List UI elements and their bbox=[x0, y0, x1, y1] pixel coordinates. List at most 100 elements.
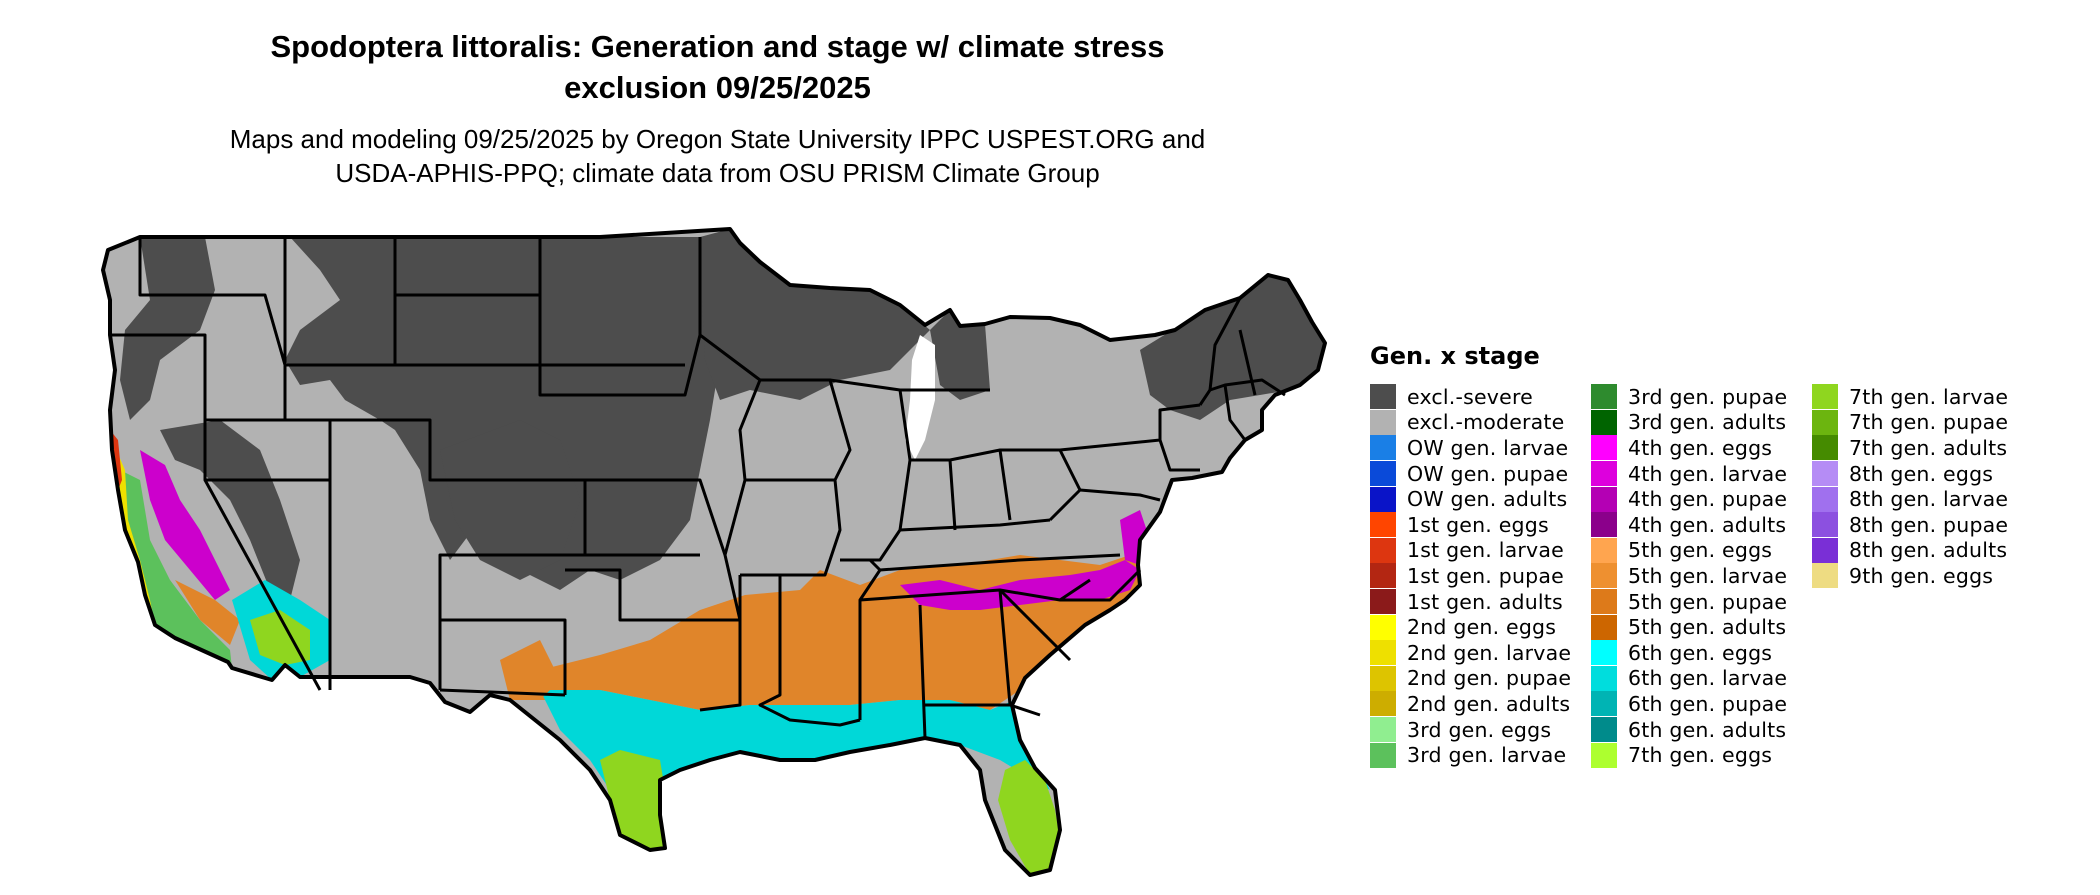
legend-column-3: 7th gen. larvae 7th gen. pupae 7th gen. ad… bbox=[1812, 384, 2033, 768]
legend-swatch bbox=[1591, 563, 1617, 589]
legend-swatch bbox=[1591, 512, 1617, 538]
legend-item: 5th gen. larvae bbox=[1591, 563, 1812, 589]
legend-item: 3rd gen. adults bbox=[1591, 409, 1812, 436]
legend-label: 6th gen. pupae bbox=[1628, 691, 1788, 716]
legend-label: 1st gen. eggs bbox=[1407, 512, 1549, 537]
map-title-line-1: Spodoptera littoralis: Generation and st… bbox=[270, 29, 1165, 64]
legend-label: 9th gen. eggs bbox=[1849, 563, 1994, 588]
map-subtitle: Maps and modeling 09/25/2025 by Oregon S… bbox=[0, 122, 1435, 190]
region-4th-gen-california-valley bbox=[140, 450, 230, 600]
legend-item: 8th gen. larvae bbox=[1812, 486, 2033, 512]
legend-swatch bbox=[1370, 461, 1396, 487]
region-great-lakes-water bbox=[905, 335, 935, 460]
region-excl-severe-great-basin bbox=[160, 420, 300, 600]
legend-item: 8th gen. eggs bbox=[1812, 461, 2033, 487]
legend-swatch bbox=[1591, 384, 1617, 410]
legend-swatch bbox=[1812, 435, 1838, 461]
map-title-line-2: exclusion 09/25/2025 bbox=[564, 70, 871, 105]
legend-label: 1st gen. larvae bbox=[1407, 538, 1564, 563]
legend-swatch bbox=[1370, 691, 1396, 717]
region-6th-gen-gulf bbox=[540, 690, 1050, 800]
legend-swatch bbox=[1370, 486, 1396, 512]
legend-label: 7th gen. pupae bbox=[1849, 410, 2009, 435]
legend-item: 6th gen. pupae bbox=[1591, 691, 1812, 717]
legend: Gen. x stage excl.-severe excl.-moderate O… bbox=[1370, 342, 2033, 768]
legend-label: 2nd gen. larvae bbox=[1407, 640, 1572, 665]
legend-label: OW gen. larvae bbox=[1407, 435, 1569, 460]
legend-item: 7th gen. pupae bbox=[1812, 409, 2033, 436]
legend-swatch bbox=[1370, 384, 1396, 410]
legend-swatch bbox=[1370, 435, 1396, 461]
region-7th-gen-texas bbox=[600, 750, 665, 850]
legend-item: 1st gen. eggs bbox=[1370, 512, 1591, 538]
legend-swatch bbox=[1370, 717, 1396, 743]
region-5th-gen-california bbox=[175, 580, 240, 645]
legend-label: OW gen. pupae bbox=[1407, 461, 1569, 486]
legend-item: 1st gen. adults bbox=[1370, 589, 1591, 615]
legend-label: 4th gen. adults bbox=[1628, 512, 1787, 537]
legend-label: 6th gen. eggs bbox=[1628, 640, 1773, 665]
legend-item: 6th gen. eggs bbox=[1591, 640, 1812, 666]
legend-swatch bbox=[1591, 665, 1617, 691]
legend-swatch bbox=[1591, 435, 1617, 461]
legend-swatch bbox=[1591, 691, 1617, 717]
legend-label: 8th gen. pupae bbox=[1849, 512, 2009, 537]
region-excl-severe-northeast bbox=[1140, 275, 1325, 420]
legend-swatch bbox=[1591, 486, 1617, 512]
legend-item: 7th gen. larvae bbox=[1812, 384, 2033, 410]
legend-label: 1st gen. pupae bbox=[1407, 563, 1564, 588]
legend-label: 5th gen. larvae bbox=[1628, 563, 1788, 588]
legend-item: 7th gen. adults bbox=[1812, 435, 2033, 461]
map-subtitle-line-1: Maps and modeling 09/25/2025 by Oregon S… bbox=[229, 124, 1206, 154]
legend-swatch bbox=[1370, 665, 1396, 691]
legend-label: 6th gen. adults bbox=[1628, 717, 1787, 742]
region-excl-severe-north bbox=[285, 237, 740, 590]
legend-item: 8th gen. pupae bbox=[1812, 512, 2033, 538]
legend-columns: excl.-severe excl.-moderate OW gen. larvae… bbox=[1370, 384, 2033, 768]
region-4th-gen-carolinas bbox=[900, 560, 1140, 610]
legend-swatch bbox=[1812, 537, 1838, 563]
region-excl-severe-mn-wi bbox=[700, 229, 930, 400]
region-3rd-gen-california-coast bbox=[120, 470, 232, 668]
region-7th-gen-florida bbox=[998, 760, 1060, 875]
legend-label: 6th gen. larvae bbox=[1628, 666, 1788, 691]
region-5th-gen-texas-west bbox=[500, 640, 560, 700]
legend-item: 4th gen. adults bbox=[1591, 512, 1812, 538]
legend-label: 3rd gen. eggs bbox=[1407, 717, 1552, 742]
legend-swatch bbox=[1591, 742, 1617, 768]
legend-item: OW gen. adults bbox=[1370, 486, 1591, 512]
legend-item: 7th gen. eggs bbox=[1591, 742, 1812, 768]
legend-item: 4th gen. eggs bbox=[1591, 435, 1812, 461]
state-boundaries bbox=[110, 237, 1286, 739]
legend-label: excl.-severe bbox=[1407, 384, 1533, 409]
legend-swatch bbox=[1591, 640, 1617, 666]
legend-item: OW gen. larvae bbox=[1370, 435, 1591, 461]
legend-item: 4th gen. pupae bbox=[1591, 486, 1812, 512]
region-excl-severe-cascades bbox=[120, 237, 215, 420]
legend-swatch bbox=[1370, 589, 1396, 615]
legend-item: 6th gen. adults bbox=[1591, 717, 1812, 743]
legend-label: 2nd gen. adults bbox=[1407, 691, 1571, 716]
legend-swatch bbox=[1370, 614, 1396, 640]
legend-swatch bbox=[1812, 409, 1838, 435]
legend-swatch bbox=[1812, 563, 1838, 589]
legend-swatch bbox=[1812, 461, 1838, 487]
legend-label: 2nd gen. eggs bbox=[1407, 615, 1557, 640]
legend-item: 5th gen. adults bbox=[1591, 614, 1812, 640]
legend-label: OW gen. adults bbox=[1407, 487, 1568, 512]
legend-swatch bbox=[1591, 717, 1617, 743]
legend-swatch bbox=[1370, 563, 1396, 589]
legend-column-1: excl.-severe excl.-moderate OW gen. larvae… bbox=[1370, 384, 1591, 768]
legend-item: 1st gen. pupae bbox=[1370, 563, 1591, 589]
legend-swatch bbox=[1591, 614, 1617, 640]
legend-label: 5th gen. pupae bbox=[1628, 589, 1788, 614]
legend-item: 5th gen. eggs bbox=[1591, 537, 1812, 564]
region-excl-severe-upper-mi bbox=[930, 310, 990, 400]
legend-swatch bbox=[1370, 409, 1396, 435]
legend-title: Gen. x stage bbox=[1370, 342, 1540, 370]
legend-swatch bbox=[1812, 384, 1838, 410]
legend-swatch bbox=[1591, 537, 1617, 563]
legend-swatch bbox=[1812, 512, 1838, 538]
legend-swatch bbox=[1370, 537, 1396, 563]
legend-item: 2nd gen. eggs bbox=[1370, 614, 1591, 640]
